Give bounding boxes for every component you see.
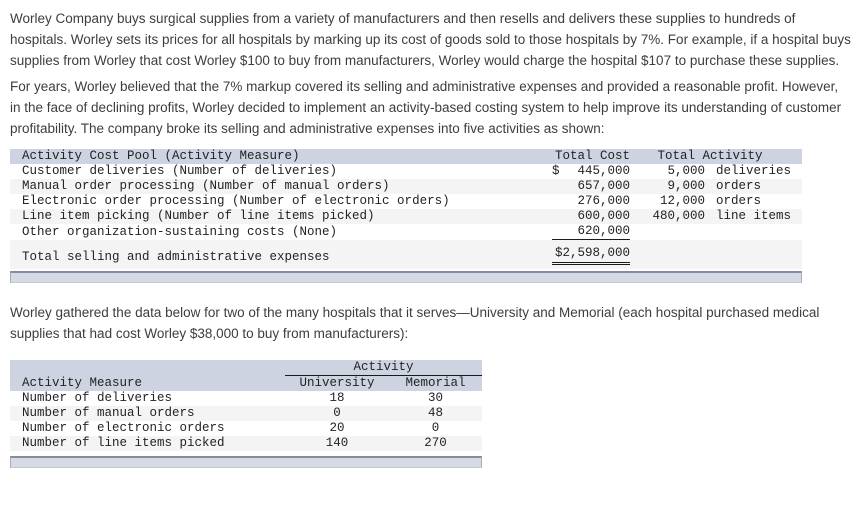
total-expenses-label: Total selling and administrative expense… [10, 240, 552, 269]
cost-pool-header-row: Activity Cost Pool (Activity Measure) To… [10, 149, 803, 164]
total-cost-value: 445,000 [577, 164, 631, 178]
total-activity-unit [709, 224, 802, 240]
total-activity-unit: deliveries [716, 164, 792, 178]
intro-paragraph: Worley Company buys surgical supplies fr… [10, 11, 851, 68]
currency-symbol [552, 179, 566, 194]
total-cost-value: 276,000 [577, 194, 631, 208]
table-row: Number of deliveries 18 30 [10, 391, 482, 406]
memorial-value: 0 [431, 421, 440, 435]
hospital-activity-table: Activity Activity Measure University Mem… [10, 360, 483, 451]
total-activity-qty: 12,000 [660, 194, 706, 208]
activity-measure-label: Number of deliveries [22, 391, 173, 405]
university-value: 140 [285, 436, 389, 451]
memorial-value: 48 [389, 406, 483, 421]
total-cost-value-underlined: 620,000 [552, 224, 634, 240]
university-value: 0 [285, 406, 389, 421]
total-activity-unit: orders [716, 194, 762, 208]
currency-symbol: $ [552, 164, 560, 178]
header-total-cost: Total Cost [552, 149, 635, 164]
total-activity-qty: 5,000 [667, 164, 706, 178]
activity-measure-label: Number of line items picked [10, 436, 285, 451]
group-header-activity: Activity [285, 360, 483, 376]
activity-measure-label: Number of manual orders [10, 406, 285, 421]
total-activity-qty: 480,000 [634, 209, 710, 224]
problem-page: Worley Company buys surgical supplies fr… [10, 8, 851, 468]
university-value: 18 [329, 391, 345, 405]
column-header-row: Activity Measure University Memorial [10, 376, 483, 391]
total-activity-qty: 9,000 [634, 179, 710, 194]
cost-pool-label: Other organization-sustaining costs (Non… [22, 225, 338, 239]
total-activity-qty [634, 224, 709, 240]
subtotal-underline: 620,000 [552, 224, 631, 240]
total-cost-value: 657,000 [566, 179, 635, 194]
cost-pool-label: Electronic order processing (Number of e… [22, 194, 450, 208]
memorial-value: 270 [389, 436, 483, 451]
total-row: Total selling and administrative expense… [10, 240, 803, 269]
table-row: Number of line items picked 140 270 [10, 436, 483, 451]
header-activity-cost-pool: Activity Cost Pool (Activity Measure) [10, 149, 552, 164]
activity-measure-label: Number of electronic orders [22, 421, 225, 435]
total-expenses-amount: $2,598,000 [552, 240, 635, 269]
table-row: Line item picking (Number of line items … [10, 209, 803, 224]
grand-total-double-underline: $2,598,000 [552, 246, 631, 265]
table-row: Customer deliveries (Number of deliverie… [10, 164, 802, 179]
cost-pool-table-section: Activity Cost Pool (Activity Measure) To… [10, 149, 851, 283]
cost-pool-table-hscrollbar[interactable] [10, 271, 802, 283]
table-row: Manual order processing (Number of manua… [10, 179, 803, 194]
currency-symbol [552, 194, 566, 209]
total-activity-unit: orders [709, 179, 803, 194]
abc-explanation-paragraph: For years, Worley believed that the 7% m… [10, 79, 842, 136]
group-header-spacer [10, 360, 285, 376]
cost-pool-label: Manual order processing (Number of manua… [10, 179, 552, 194]
university-value: 20 [329, 421, 345, 435]
total-cost-value: 600,000 [566, 209, 635, 224]
table-row: Number of manual orders 0 48 [10, 406, 483, 421]
activity-group-underline: Activity [285, 360, 483, 376]
hospital-data-paragraph: Worley gathered the data below for two o… [10, 305, 820, 341]
group-header-row: Activity [10, 360, 483, 376]
header-activity-measure: Activity Measure [10, 376, 285, 391]
hospital-table-section: Activity Activity Measure University Mem… [10, 360, 851, 468]
header-university: University [285, 376, 389, 391]
header-total-activity: Total Activity [634, 149, 803, 164]
table-row: Number of electronic orders 20 0 [10, 421, 482, 436]
cost-pool-table: Activity Cost Pool (Activity Measure) To… [10, 149, 803, 269]
memorial-value: 30 [428, 391, 444, 405]
cost-pool-label: Line item picking (Number of line items … [10, 209, 552, 224]
table-row: Other organization-sustaining costs (Non… [10, 224, 802, 240]
total-activity-unit: line items [709, 209, 803, 224]
table-row: Electronic order processing (Number of e… [10, 194, 802, 209]
header-memorial: Memorial [389, 376, 483, 391]
cost-pool-label: Customer deliveries (Number of deliverie… [22, 164, 338, 178]
hospital-table-hscrollbar[interactable] [10, 456, 482, 468]
currency-symbol [552, 209, 566, 224]
